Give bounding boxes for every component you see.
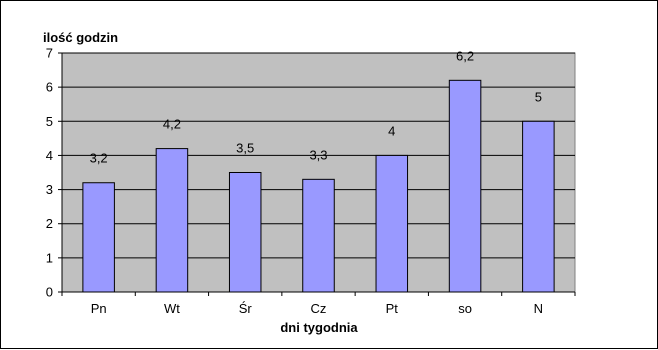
bar: [522, 120, 555, 293]
bar: [448, 79, 482, 293]
data-label: 3,5: [236, 141, 254, 156]
x-tick-label: Śr: [239, 301, 253, 316]
y-axis-title: ilość godzin: [43, 30, 118, 45]
x-axis-title: dni tygodnia: [280, 320, 358, 335]
x-tick-label: Pn: [91, 301, 107, 316]
y-tick-label: 2: [46, 216, 53, 231]
y-tick-label: 6: [46, 80, 53, 95]
bar: [155, 148, 189, 293]
y-tick-label: 5: [46, 114, 53, 129]
bar: [82, 182, 115, 293]
x-tick-label: so: [458, 301, 472, 316]
y-tick-label: 7: [46, 46, 53, 61]
x-tick-label: Pt: [386, 301, 399, 316]
y-tick-label: 1: [46, 250, 53, 265]
data-label: 4,2: [163, 117, 181, 132]
x-tick-label: Wt: [164, 301, 180, 316]
x-tick-label: N: [534, 301, 543, 316]
data-label: 4: [388, 123, 395, 138]
data-label: 3,2: [90, 151, 108, 166]
data-label: 6,2: [456, 48, 474, 63]
x-tick-label: Cz: [311, 301, 327, 316]
plot-area: 0 1 2 3 4 5 6 7 3,2 Pn 4,2 Wt 3,5 Śr 3,3 Cz 4 Pt 6,2 so 5 N: [46, 46, 576, 316]
bar: [302, 178, 335, 293]
y-tick-label: 4: [46, 148, 53, 163]
data-label: 5: [535, 89, 542, 104]
bar: [228, 172, 262, 293]
y-tick-label: 0: [46, 285, 53, 300]
y-tick-label: 3: [46, 182, 53, 197]
bar: [375, 154, 409, 293]
data-label: 3,3: [309, 147, 327, 162]
